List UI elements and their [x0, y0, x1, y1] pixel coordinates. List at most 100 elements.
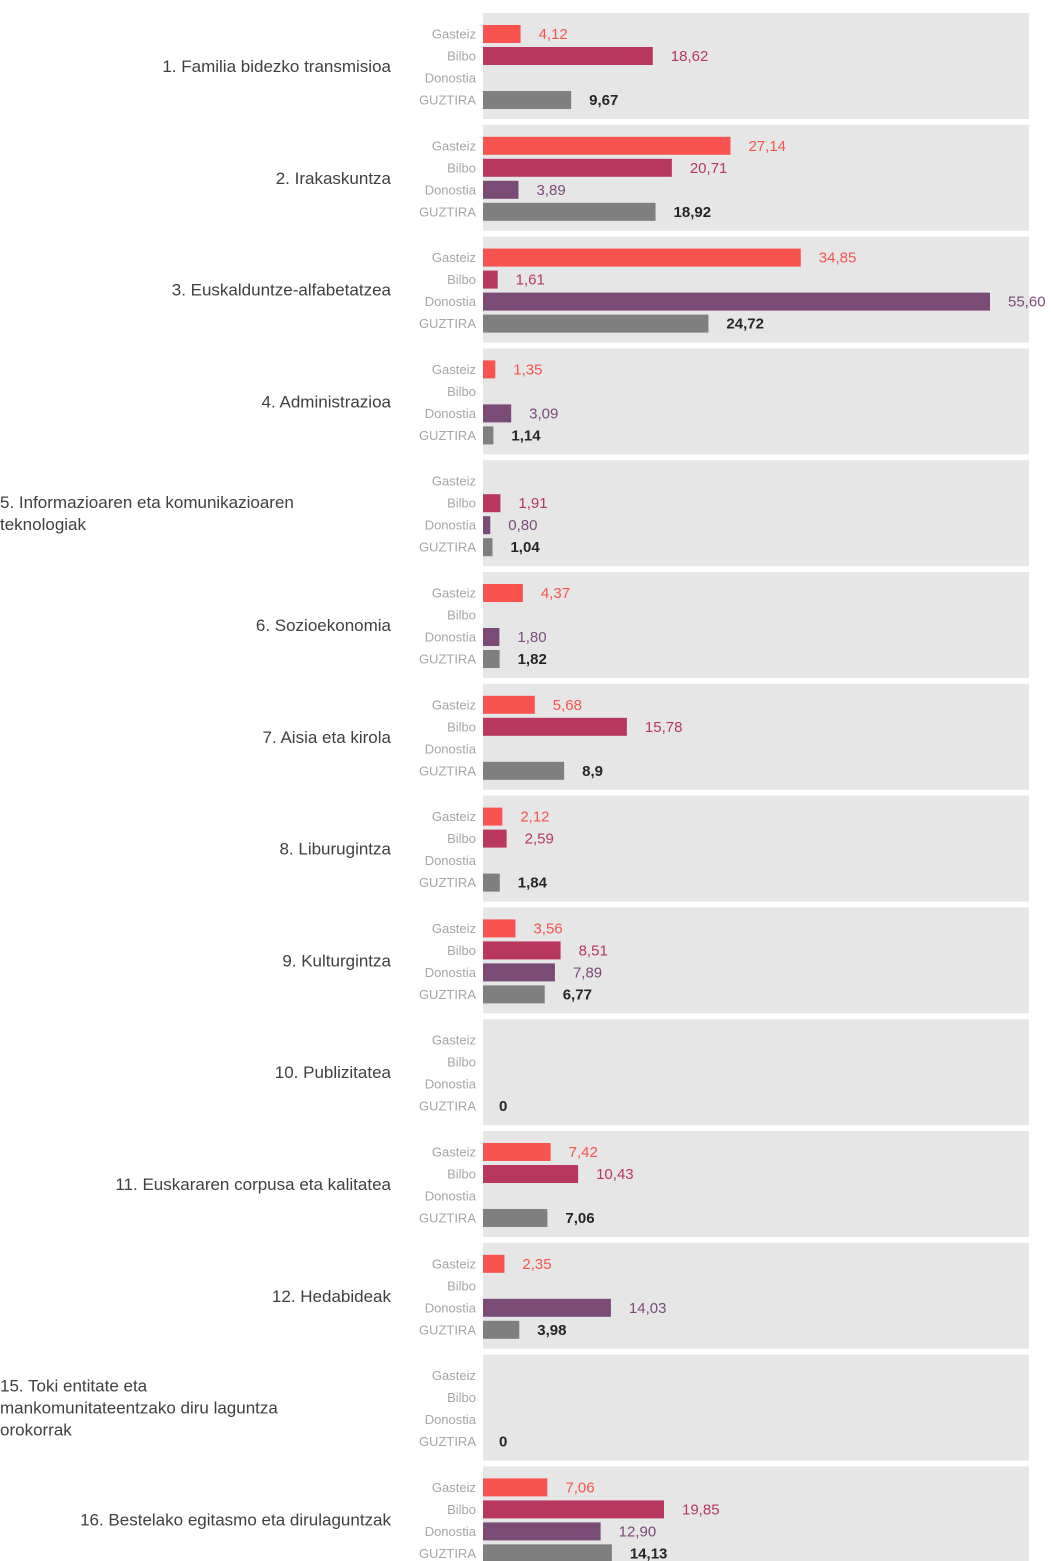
category-label: 9. Kulturgintza: [282, 951, 391, 970]
data-label: 18,92: [674, 204, 712, 221]
category-label: 10. Publizitatea: [275, 1063, 392, 1082]
row-label: Gasteiz: [432, 138, 476, 153]
bar: [483, 314, 709, 333]
data-label: 12,90: [619, 1523, 657, 1540]
data-label: 14,13: [630, 1545, 668, 1561]
bar: [483, 1298, 611, 1317]
row-label: GUZTIRA: [419, 1211, 476, 1226]
row-label: Bilbo: [447, 496, 476, 511]
bar: [483, 1209, 548, 1227]
row-label: GUZTIRA: [419, 93, 476, 108]
category-label: 6. Sozioekonomia: [256, 616, 392, 635]
category-group: 1. Familia bidezko transmisioa Gasteiz 4,1…: [162, 13, 1029, 119]
category-label: orokorrak: [0, 1421, 72, 1440]
row-label: Gasteiz: [432, 809, 476, 824]
data-label: 27,14: [748, 138, 786, 155]
data-label: 55,60: [1008, 294, 1046, 311]
row-label: Gasteiz: [432, 1033, 476, 1048]
data-label: 7,06: [565, 1479, 594, 1496]
category-group: 3. Euskalduntze-alfabetatzea Gasteiz 34,85…: [172, 236, 1046, 343]
bar: [483, 1544, 612, 1561]
category-group: 6. Sozioekonomia Gasteiz 4,37 Bilbo Donostia…: [256, 572, 1029, 678]
row-label: GUZTIRA: [419, 763, 476, 778]
category-group: 10. Publizitatea Gasteiz Bilbo Donostia GUZT…: [275, 1019, 1029, 1126]
category-group: 5. Informazioaren eta komunikazioaren tek…: [0, 460, 1029, 567]
category-group: 15. Toki entitate eta mankomunitateentzak…: [0, 1354, 1029, 1461]
panel-background: [483, 1131, 1029, 1237]
data-label: 7,89: [573, 964, 602, 981]
row-label: Bilbo: [447, 943, 476, 958]
bar: [483, 202, 656, 221]
bar: [483, 1320, 520, 1339]
row-label: Donostia: [425, 741, 477, 756]
data-label: 20,71: [690, 160, 728, 177]
data-label: 5,68: [553, 697, 582, 714]
category-label: teknologiak: [0, 515, 87, 534]
data-label: 7,42: [569, 1144, 598, 1161]
bar: [483, 829, 507, 848]
data-label: 1,82: [518, 651, 547, 668]
bar: [483, 360, 496, 379]
data-label: 14,03: [629, 1300, 667, 1317]
row-label: Gasteiz: [432, 362, 476, 377]
row-label: Donostia: [425, 1300, 477, 1315]
bar: [483, 941, 561, 960]
row-label: Gasteiz: [432, 921, 476, 936]
bar: [483, 136, 731, 155]
bar: [483, 807, 503, 826]
data-label: 1,84: [518, 875, 548, 892]
panel-background: [483, 683, 1029, 790]
data-label: 10,43: [596, 1166, 634, 1183]
row-label: Donostia: [425, 182, 477, 197]
bar: [483, 516, 491, 535]
row-label: GUZTIRA: [419, 428, 476, 443]
panel-background: [483, 572, 1029, 678]
category-group: 11. Euskararen corpusa eta kalitatea Gast…: [115, 1131, 1029, 1237]
bar: [483, 919, 516, 938]
category-group: 8. Liburugintza Gasteiz 2,12 Bilbo 2,59 Donos…: [279, 795, 1029, 902]
bar: [483, 538, 493, 557]
category-label: 11. Euskararen corpusa eta kalitatea: [115, 1175, 391, 1194]
data-label: 1,80: [517, 629, 546, 646]
bar: [483, 650, 500, 668]
bar: [483, 158, 672, 177]
bar: [483, 180, 519, 199]
bar: [483, 963, 555, 982]
data-label: 19,85: [682, 1501, 720, 1518]
bar: [483, 761, 565, 780]
row-label: Bilbo: [447, 719, 476, 734]
category-label: 1. Familia bidezko transmisioa: [162, 57, 391, 76]
row-label: GUZTIRA: [419, 1434, 476, 1449]
category-label: 2. Irakaskuntza: [276, 169, 392, 188]
row-label: Gasteiz: [432, 586, 476, 601]
data-label: 2,12: [520, 809, 549, 826]
row-label: Bilbo: [447, 272, 476, 287]
bar: [483, 1478, 548, 1497]
row-label: Donostia: [425, 853, 477, 868]
data-label: 4,12: [539, 26, 568, 43]
category-group: 2. Irakaskuntza Gasteiz 27,14 Bilbo 20,71 Don…: [276, 124, 1029, 231]
data-label: 3,56: [533, 920, 562, 937]
bar: [483, 47, 653, 65]
category-group: 12. Hedabideak Gasteiz 2,35 Bilbo Donostia 14…: [272, 1242, 1029, 1349]
row-label: Donostia: [425, 1412, 477, 1427]
category-group: 16. Bestelako egitasmo eta dirulaguntzak…: [80, 1466, 1029, 1561]
category-group: 4. Administrazioa Gasteiz 1,35 Bilbo Donosti…: [262, 348, 1029, 455]
data-label: 4,37: [541, 585, 570, 602]
category-label: 15. Toki entitate eta: [0, 1377, 148, 1396]
row-label: GUZTIRA: [419, 204, 476, 219]
row-label: Gasteiz: [432, 1480, 476, 1495]
category-label: 8. Liburugintza: [279, 840, 391, 859]
row-label: Gasteiz: [432, 1145, 476, 1160]
row-label: GUZTIRA: [419, 1099, 476, 1114]
row-label: Donostia: [425, 1189, 477, 1204]
data-label: 1,61: [516, 272, 545, 289]
category-label: 16. Bestelako egitasmo eta dirulaguntzak: [80, 1510, 391, 1529]
data-label: 15,78: [645, 719, 683, 736]
data-label: 3,89: [536, 182, 565, 199]
data-label: 0,80: [508, 517, 537, 534]
row-label: Donostia: [425, 630, 477, 645]
category-label: 7. Aisia eta kirola: [262, 728, 391, 747]
category-group: 7. Aisia eta kirola Gasteiz 5,68 Bilbo 15,78…: [262, 683, 1029, 790]
data-label: 24,72: [726, 316, 764, 333]
